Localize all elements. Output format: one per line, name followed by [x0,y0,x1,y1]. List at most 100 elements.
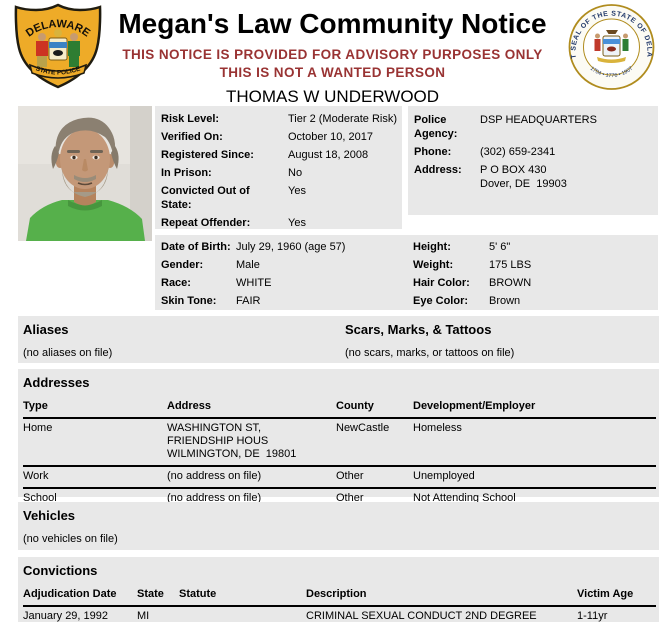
repeat-offender-value: Yes [288,217,306,229]
registration-row: Registered Since: August 18, 2008 [161,148,398,162]
hair-color-label: Hair Color: [413,277,470,289]
skin-tone-value: FAIR [236,295,261,307]
col-development-employer: Development/Employer [413,400,536,412]
address-value: WASHINGTON ST, FRIENDSHIP HOUS WILMINGTO… [167,422,297,460]
risk-level-label: Risk Level: [161,113,220,125]
demographics-panel: Date of Birth: July 29, 1960 (age 57) Gen… [155,235,658,310]
address-type: School [23,492,57,504]
registration-row: Risk Level: Tier 2 (Moderate Risk) [161,112,398,126]
aliases-scars-panel: Aliases (no aliases on file) Scars, Mark… [18,316,659,363]
address-row-school: School (no address on file) Other Not At… [23,489,656,509]
aliases-section: Aliases (no aliases on file) [18,316,345,363]
vehicles-panel: Vehicles (no vehicles on file) [18,502,659,550]
gender-value: Male [236,259,260,271]
address-type: Work [23,470,49,482]
police-agency-value: DSP HEADQUARTERS [480,114,597,126]
conviction-statute [179,610,306,623]
registration-row: Verified On: October 10, 2017 [161,130,398,144]
addresses-table: Type Address County Development/Employer… [23,397,656,509]
agency-address-value: P O BOX 430 Dover, DE 19903 [480,164,567,190]
height-value: 5' 6" [489,241,511,253]
aliases-heading: Aliases [23,322,69,337]
col-victim-age: Victim Age [577,588,634,600]
offender-name: THOMAS W UNDERWOOD [225,87,440,106]
address-county: Other [336,470,364,482]
hair-color-value: BROWN [489,277,532,289]
col-address: Address [167,400,212,412]
verified-on-value: October 10, 2017 [288,131,374,143]
delaware-state-seal-icon: GREAT SEAL OF THE STATE OF DELAWARE 1704… [561,0,659,91]
address-employer: Unemployed [413,470,475,482]
conviction-date: January 29, 1992 [23,610,109,622]
convictions-panel: Convictions Adjudication Date State Stat… [18,557,659,622]
registration-row: Repeat Offender: Yes [161,216,398,230]
race-label: Race: [161,277,191,289]
height-label: Height: [413,241,451,253]
address-row-work: Work (no address on file) Other Unemploy… [23,467,656,489]
scars-section: Scars, Marks, & Tattoos (no scars, marks… [345,316,659,363]
address-employer: Homeless [413,422,462,434]
police-agency-panel: Police Agency: DSP HEADQUARTERS Phone: (30… [408,106,658,215]
vehicles-empty-text: (no vehicles on file) [23,533,118,545]
conviction-victim-age: 1-11yr [577,610,608,622]
svg-text:STATE POLICE: STATE POLICE [35,65,82,76]
verified-on-label: Verified On: [161,131,223,143]
weight-label: Weight: [413,259,454,271]
registered-since-label: Registered Since: [161,149,254,161]
header: Megan's Law Community Notice THIS NOTICE… [105,4,560,107]
advisory-line-2: THIS IS NOT A WANTED PERSON [219,65,446,80]
address-employer: Not Attending School [413,492,516,504]
dob-label: Date of Birth: [161,241,231,253]
col-type: Type [23,400,48,412]
race-value: WHITE [236,277,272,289]
badge-bottom-text: STATE POLICE [35,65,82,76]
address-value: (no address on file) [167,470,262,482]
address-county: Other [336,492,364,504]
demographics-right-column: Height: 5' 6" Weight: 175 LBS Hair Color: B… [413,240,654,310]
registration-panel: Risk Level: Tier 2 (Moderate Risk) Verifi… [155,106,402,229]
col-county: County [336,400,374,412]
address-type: Home [23,422,53,434]
address-row-home: Home WASHINGTON ST, FRIENDSHIP HOUS WILM… [23,419,656,467]
col-state: State [137,588,164,600]
scars-empty-text: (no scars, marks, or tattoos on file) [345,347,515,359]
convicted-out-of-state-label: Convicted Out of State: [161,185,250,211]
risk-level-value: Tier 2 (Moderate Risk) [288,113,398,125]
phone-label: Phone: [414,146,452,158]
weight-value: 175 LBS [489,259,532,271]
address-value: (no address on file) [167,492,262,504]
offender-photo [18,106,152,241]
eye-color-label: Eye Color: [413,295,469,307]
convicted-out-of-state-value: Yes [288,185,306,197]
gender-label: Gender: [161,259,204,271]
dob-value: July 29, 1960 (age 57) [236,241,346,253]
conviction-state: MI [137,610,150,622]
scars-heading: Scars, Marks, & Tattoos [345,322,492,337]
registration-row: In Prison: No [161,166,398,180]
addresses-header-row: Type Address County Development/Employer [23,397,656,419]
agency-row: Phone: (302) 659-2341 [414,145,654,159]
police-agency-label: Police Agency: [414,114,458,140]
agency-row: Police Agency: DSP HEADQUARTERS [414,113,654,141]
page-title: Megan's Law Community Notice [118,8,547,39]
demographics-left-column: Date of Birth: July 29, 1960 (age 57) Gen… [161,240,413,310]
agency-address-label: Address: [414,164,462,176]
conviction-description: CRIMINAL SEXUAL CONDUCT 2ND DEGREE [306,610,537,622]
registration-row: Convicted Out of State: Yes [161,184,398,212]
aliases-empty-text: (no aliases on file) [23,347,113,359]
skin-tone-label: Skin Tone: [161,295,217,307]
convictions-header-row: Adjudication Date State Statute Descript… [23,585,656,607]
convictions-table: Adjudication Date State Statute Descript… [23,585,656,627]
col-statute: Statute [179,588,217,600]
state-police-badge-icon: DELAWARE STATE POLICE [12,2,104,90]
col-adjudication-date: Adjudication Date [23,588,117,600]
agency-row: Address: P O BOX 430 Dover, DE 19903 [414,163,654,191]
col-description: Description [306,588,367,600]
advisory-line-1: THIS NOTICE IS PROVIDED FOR ADVISORY PUR… [122,47,543,62]
vehicles-heading: Vehicles [23,508,76,523]
convictions-heading: Convictions [23,563,98,578]
in-prison-label: In Prison: [161,167,212,179]
addresses-panel: Addresses Type Address County Developmen… [18,369,659,504]
registered-since-value: August 18, 2008 [288,149,369,161]
address-county: NewCastle [336,422,390,434]
